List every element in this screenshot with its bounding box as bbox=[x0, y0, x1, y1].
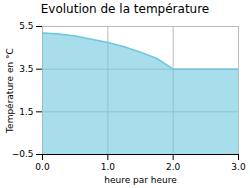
svg-text:3.0: 3.0 bbox=[231, 162, 246, 172]
svg-text:heure par heure: heure par heure bbox=[104, 175, 177, 185]
svg-text:2.0: 2.0 bbox=[166, 162, 181, 172]
svg-text:0.0: 0.0 bbox=[35, 162, 50, 172]
svg-text:1.0: 1.0 bbox=[101, 162, 116, 172]
svg-text:Température en °C: Température en °C bbox=[5, 48, 15, 134]
svg-text:−0.5: −0.5 bbox=[12, 149, 34, 159]
html-text:Evolution de la température: Evolution de la température bbox=[40, 2, 210, 16]
svg-text:5.5: 5.5 bbox=[19, 21, 33, 31]
svg-text:1.5: 1.5 bbox=[19, 107, 33, 117]
svg-text:3.5: 3.5 bbox=[19, 64, 33, 74]
